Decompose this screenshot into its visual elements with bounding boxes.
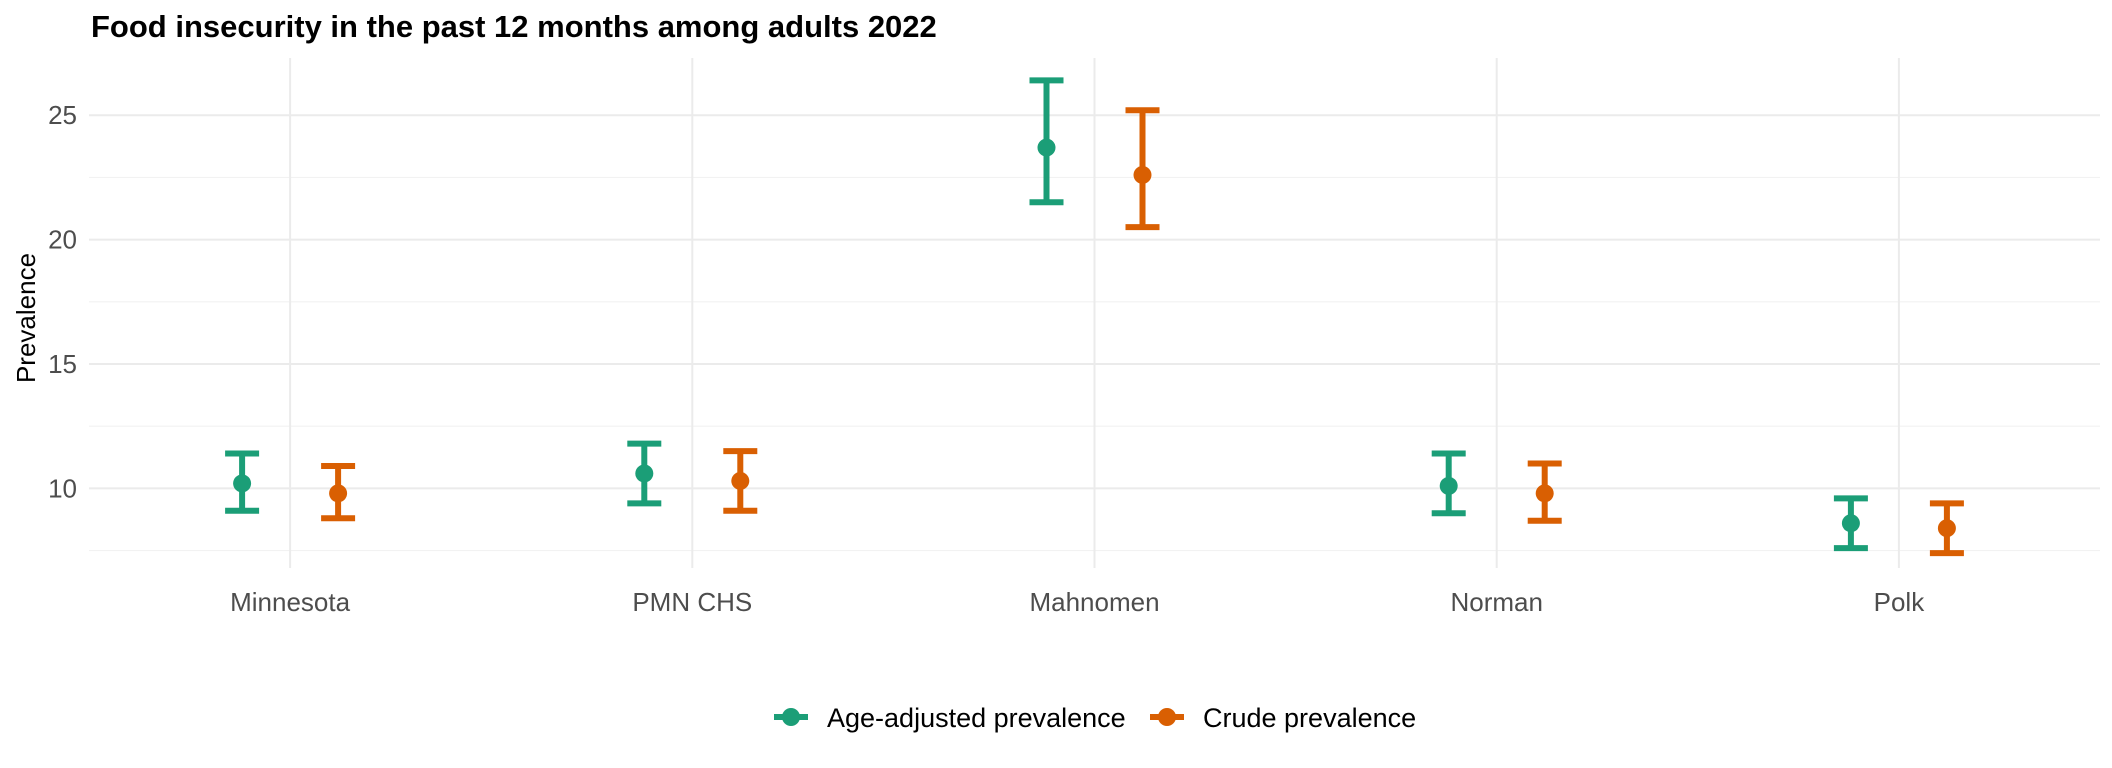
age-adjusted-prevalence-errorbar: [225, 450, 260, 514]
age-adjusted-prevalence-errorbar: [1029, 77, 1064, 206]
age-adjusted-prevalence-point: [1037, 138, 1056, 157]
crude-prevalence-errorbar: [321, 463, 356, 522]
chart-title: Food insecurity in the past 12 months am…: [91, 9, 937, 44]
crude-prevalence-errorbar: [1125, 107, 1160, 231]
x-tick-label: PMN CHS: [632, 587, 752, 617]
y-tick-label: 15: [48, 349, 77, 379]
x-axis-ticks: Minnesota PMN CHS Mahnomen Norman Polk: [230, 587, 1925, 617]
x-tick-label: Mahnomen: [1029, 587, 1159, 617]
y-axis-ticks: 10 15 20 25: [48, 100, 77, 503]
age-adjusted-prevalence-errorbar: [627, 440, 662, 507]
data-marks: [225, 77, 1964, 557]
x-tick-label: Minnesota: [230, 587, 350, 617]
x-tick-label: Norman: [1450, 587, 1542, 617]
y-axis-title: Prevalence: [11, 253, 41, 383]
y-tick-label: 10: [48, 473, 77, 503]
legend: Age-adjusted prevalence Crude prevalence: [774, 703, 1416, 733]
legend-label: Age-adjusted prevalence: [827, 703, 1126, 733]
crude-prevalence-point: [329, 484, 348, 503]
legend-key-point: [782, 708, 800, 726]
x-tick-label: Polk: [1874, 587, 1926, 617]
legend-key-point: [1158, 708, 1176, 726]
age-adjusted-prevalence-point: [1841, 514, 1860, 533]
legend-item-crude-prevalence: Crude prevalence: [1150, 703, 1416, 733]
crude-prevalence-point: [1535, 484, 1554, 503]
age-adjusted-prevalence-errorbar: [1431, 450, 1466, 517]
age-adjusted-prevalence-point: [1439, 476, 1458, 495]
crude-prevalence-errorbar: [1527, 460, 1562, 524]
age-adjusted-prevalence-errorbar: [1833, 495, 1868, 552]
crude-prevalence-point: [1133, 165, 1152, 184]
crude-prevalence-errorbar: [723, 448, 758, 514]
y-tick-label: 25: [48, 100, 77, 130]
crude-prevalence-point: [1937, 519, 1956, 538]
crude-prevalence-errorbar: [1929, 500, 1964, 557]
crude-prevalence-point: [731, 471, 750, 490]
grid: [89, 58, 2100, 568]
age-adjusted-prevalence-point: [635, 464, 654, 483]
legend-item-age-adjusted-prevalence: Age-adjusted prevalence: [774, 703, 1126, 733]
age-adjusted-prevalence-point: [233, 474, 252, 493]
legend-label: Crude prevalence: [1203, 703, 1416, 733]
y-tick-label: 20: [48, 225, 77, 255]
